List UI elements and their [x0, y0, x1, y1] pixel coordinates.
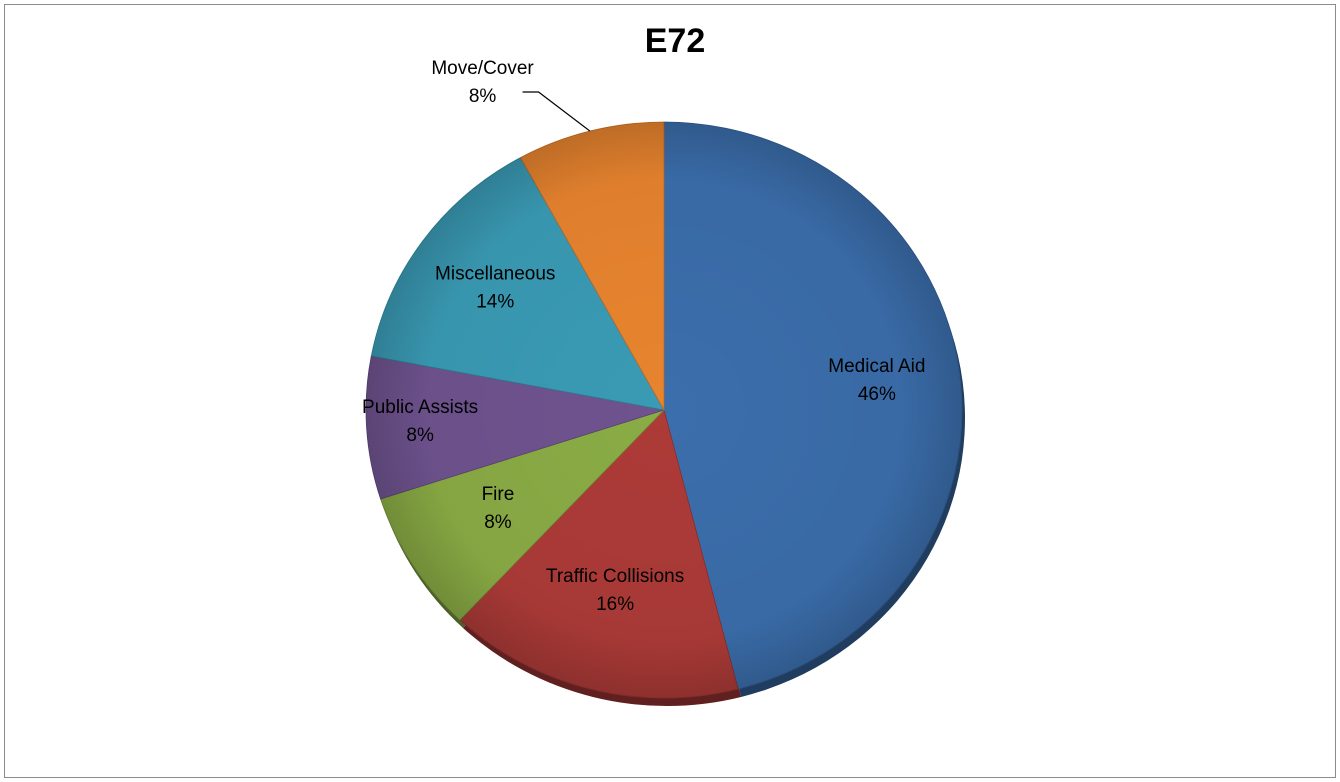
leader-line-move-cover	[522, 91, 591, 132]
slice-label-public-assists: Public Assists	[362, 397, 478, 418]
slice-percent-traffic-collisions: 16%	[596, 594, 634, 615]
slice-label-fire: Fire	[482, 484, 515, 505]
slice-label-miscellaneous: Miscellaneous	[435, 264, 555, 285]
chart-title: E72	[645, 22, 706, 60]
slice-label-traffic-collisions: Traffic Collisions	[546, 566, 684, 587]
pie-labels: Medical Aid 46% Traffic Collisions 16% Fire 8…	[362, 58, 925, 615]
slice-label-medical-aid: Medical Aid	[828, 356, 925, 377]
slice-percent-public-assists: 8%	[406, 425, 434, 446]
slice-percent-medical-aid: 46%	[858, 384, 896, 405]
slice-label-move-cover: Move/Cover	[431, 58, 534, 79]
slice-percent-miscellaneous: 14%	[476, 292, 514, 313]
slice-percent-fire: 8%	[484, 512, 512, 533]
slice-percent-move-cover: 8%	[469, 86, 497, 107]
